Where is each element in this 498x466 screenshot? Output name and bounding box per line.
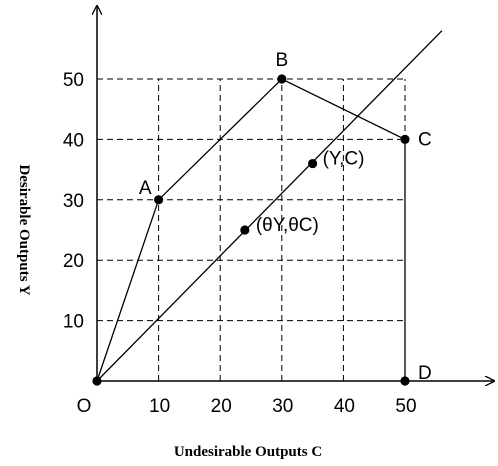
x-tick-label: 10 bbox=[149, 396, 170, 417]
data-points: A B C D (Y,C) (θY,θC) bbox=[92, 50, 432, 386]
data-point bbox=[240, 225, 250, 235]
y-tick-label: 20 bbox=[63, 251, 84, 272]
point-label: (θY,θC) bbox=[256, 215, 319, 236]
x-tick-label: 20 bbox=[211, 396, 232, 417]
grid-lines bbox=[97, 78, 406, 381]
y-tick-label: 30 bbox=[63, 191, 84, 212]
point-label: D bbox=[418, 363, 432, 384]
x-axis-title: Undesirable Outputs C bbox=[174, 444, 322, 460]
ray-line bbox=[96, 30, 443, 382]
data-point bbox=[277, 74, 287, 84]
tick-labels: 10 20 30 40 50 10 20 30 40 50 bbox=[63, 70, 417, 417]
y-tick-label: 40 bbox=[63, 130, 84, 151]
origin-label: O bbox=[77, 396, 92, 417]
x-tick-label: 40 bbox=[334, 396, 355, 417]
point-label: A bbox=[139, 178, 152, 199]
ray-from-origin bbox=[96, 30, 443, 382]
point-label: (Y,C) bbox=[323, 149, 365, 170]
y-tick-label: 50 bbox=[63, 70, 84, 91]
point-label: C bbox=[418, 129, 432, 150]
data-point bbox=[400, 376, 410, 386]
y-axis-title: Desirable Outputs Y bbox=[16, 164, 32, 295]
data-point bbox=[308, 158, 318, 169]
y-tick-label: 10 bbox=[63, 312, 84, 333]
frontier-polyline bbox=[96, 78, 406, 382]
data-point bbox=[154, 195, 164, 205]
frontier-line bbox=[96, 78, 406, 382]
x-tick-label: 50 bbox=[395, 396, 416, 417]
data-point bbox=[400, 134, 410, 144]
data-point bbox=[92, 376, 102, 386]
x-tick-label: 30 bbox=[272, 396, 293, 417]
point-label: B bbox=[275, 50, 288, 71]
axes bbox=[97, 6, 494, 381]
